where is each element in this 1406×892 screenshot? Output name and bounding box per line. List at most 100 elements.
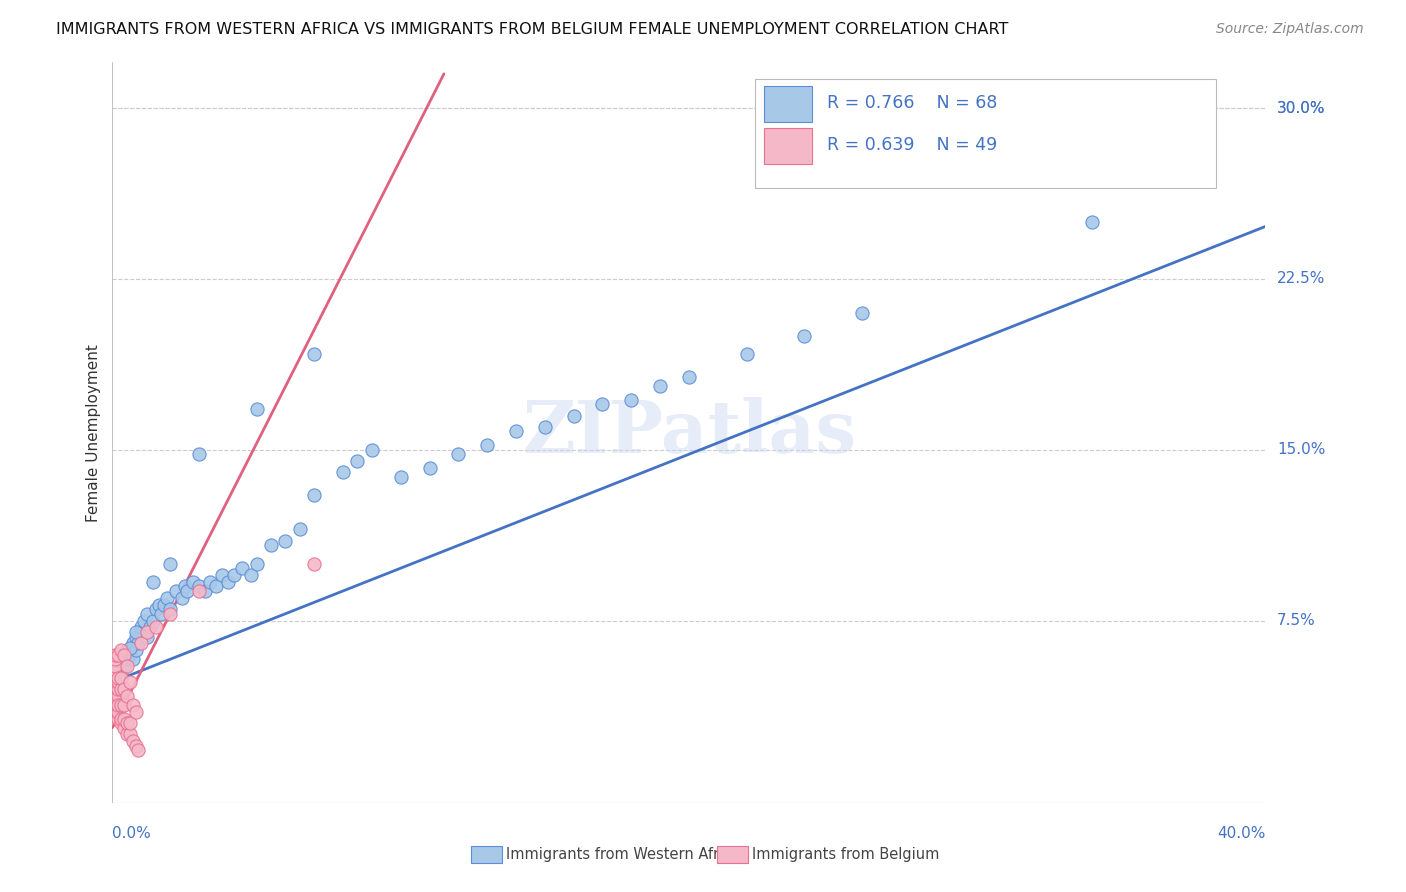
- Point: [110, 671, 132, 685]
- Point: [118, 675, 141, 690]
- Point: [274, 533, 297, 548]
- Point: [735, 347, 758, 361]
- Point: [148, 598, 170, 612]
- Point: [115, 643, 138, 657]
- Text: Immigrants from Western Africa: Immigrants from Western Africa: [506, 847, 741, 862]
- Text: 7.5%: 7.5%: [1277, 613, 1316, 628]
- Point: [121, 636, 143, 650]
- Point: [107, 693, 129, 707]
- Point: [592, 397, 614, 411]
- Point: [165, 583, 187, 598]
- Text: Immigrants from Belgium: Immigrants from Belgium: [752, 847, 939, 862]
- Point: [332, 466, 354, 480]
- Point: [121, 698, 143, 712]
- Point: [110, 665, 132, 680]
- Point: [188, 579, 211, 593]
- Point: [104, 698, 127, 712]
- Point: [447, 447, 470, 461]
- FancyBboxPatch shape: [763, 87, 813, 121]
- Point: [124, 739, 146, 753]
- Point: [110, 681, 132, 696]
- Text: 22.5%: 22.5%: [1277, 271, 1326, 286]
- Point: [150, 607, 173, 621]
- Point: [104, 705, 127, 719]
- Point: [620, 392, 643, 407]
- Point: [127, 636, 149, 650]
- Point: [188, 583, 211, 598]
- Point: [534, 420, 557, 434]
- Point: [188, 447, 211, 461]
- Point: [104, 675, 127, 690]
- Point: [136, 624, 159, 639]
- Point: [129, 620, 153, 634]
- Point: [159, 557, 181, 571]
- Point: [110, 712, 132, 726]
- Text: Source: ZipAtlas.com: Source: ZipAtlas.com: [1216, 22, 1364, 37]
- Point: [475, 438, 499, 452]
- Point: [222, 568, 245, 582]
- Point: [107, 671, 129, 685]
- Point: [419, 461, 441, 475]
- Point: [104, 681, 127, 696]
- Text: 30.0%: 30.0%: [1277, 101, 1326, 115]
- Point: [650, 379, 672, 393]
- Point: [793, 328, 815, 343]
- Point: [346, 454, 368, 468]
- Point: [159, 602, 181, 616]
- Point: [124, 643, 146, 657]
- Point: [107, 705, 129, 719]
- Text: 0.0%: 0.0%: [112, 826, 152, 840]
- Point: [304, 347, 326, 361]
- Text: IMMIGRANTS FROM WESTERN AFRICA VS IMMIGRANTS FROM BELGIUM FEMALE UNEMPLOYMENT CO: IMMIGRANTS FROM WESTERN AFRICA VS IMMIGR…: [56, 22, 1008, 37]
- Point: [304, 488, 326, 502]
- Point: [112, 681, 135, 696]
- Point: [115, 716, 138, 731]
- Point: [136, 630, 159, 644]
- Text: R = 0.766    N = 68: R = 0.766 N = 68: [827, 95, 998, 112]
- Point: [127, 743, 149, 757]
- Y-axis label: Female Unemployment: Female Unemployment: [86, 343, 101, 522]
- FancyBboxPatch shape: [763, 128, 813, 164]
- Point: [200, 574, 222, 589]
- Text: 15.0%: 15.0%: [1277, 442, 1326, 458]
- Point: [112, 648, 135, 662]
- Point: [505, 425, 527, 439]
- Point: [104, 689, 127, 703]
- Point: [129, 624, 153, 639]
- Point: [142, 574, 165, 589]
- Point: [231, 561, 253, 575]
- Point: [121, 734, 143, 748]
- Point: [159, 607, 181, 621]
- Point: [104, 665, 127, 680]
- Point: [217, 574, 239, 589]
- Point: [112, 721, 135, 735]
- Point: [246, 401, 269, 416]
- Point: [678, 369, 700, 384]
- Point: [205, 579, 228, 593]
- Point: [118, 648, 141, 662]
- Point: [107, 698, 129, 712]
- Point: [124, 705, 146, 719]
- Point: [107, 675, 129, 690]
- Point: [115, 727, 138, 741]
- Point: [145, 620, 167, 634]
- Point: [260, 538, 283, 552]
- Point: [793, 135, 815, 149]
- Point: [181, 574, 204, 589]
- Point: [107, 681, 129, 696]
- Point: [170, 591, 193, 605]
- Point: [107, 689, 129, 703]
- Text: 30.0%: 30.0%: [1277, 101, 1326, 115]
- Point: [107, 712, 129, 726]
- Point: [246, 557, 269, 571]
- Point: [112, 698, 135, 712]
- Point: [112, 659, 135, 673]
- Point: [139, 620, 162, 634]
- Point: [239, 568, 262, 582]
- Point: [112, 712, 135, 726]
- Point: [115, 689, 138, 703]
- Point: [153, 598, 176, 612]
- Point: [118, 727, 141, 741]
- Point: [288, 523, 311, 537]
- Point: [211, 568, 233, 582]
